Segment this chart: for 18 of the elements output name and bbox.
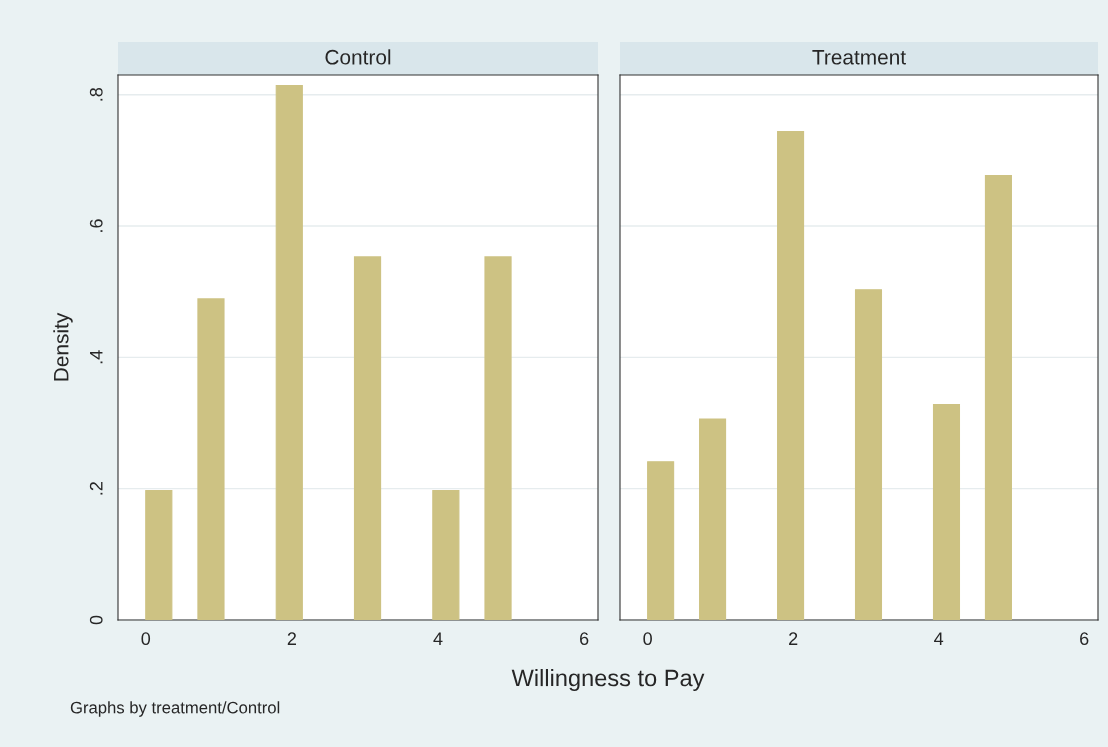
x-tick-label: 2 <box>287 632 296 645</box>
y-tick-label: .8 <box>89 87 103 101</box>
y-tick-label: .4 <box>90 350 103 364</box>
y-axis-title: Density <box>53 312 73 381</box>
x-tick-label: 4 <box>433 632 443 645</box>
x-tick-label: 0 <box>141 632 151 646</box>
x-tick-label: 0 <box>643 632 652 646</box>
chart-title: Control <box>325 49 391 65</box>
y-tick-label: .6 <box>89 219 103 232</box>
chart-title: Treatment <box>812 50 906 65</box>
x-tick-label: 2 <box>789 632 798 645</box>
text: Graphs by treatment/Control <box>70 701 280 717</box>
x-tick-label: 6 <box>580 632 589 646</box>
x-axis-title: Willingness to Pay <box>511 668 705 691</box>
x-tick-label: 6 <box>1080 632 1089 646</box>
y-tick-label: 0 <box>89 615 103 625</box>
x-tick-label: 4 <box>934 632 944 645</box>
y-tick-label: .2 <box>89 482 103 495</box>
